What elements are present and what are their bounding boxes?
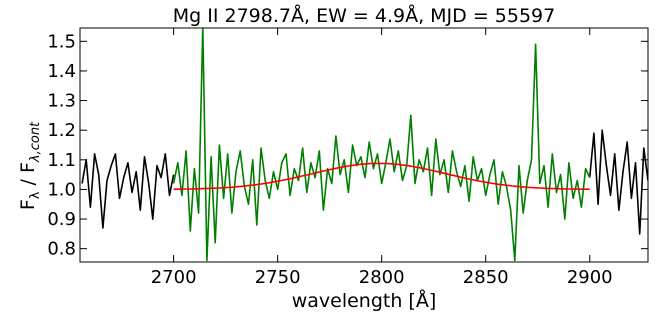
y-label-part-2: λ [28, 191, 43, 199]
x-axis-label: wavelength [Å] [292, 289, 437, 312]
x-tick-label-2800: 2800 [359, 267, 405, 288]
green-spectrum-line [172, 28, 591, 262]
y-tick-label-1.2: 1.2 [47, 120, 76, 141]
x-tick-label-2750: 2750 [255, 267, 301, 288]
data-marks [81, 28, 648, 262]
y-label-part-4: λ,cont [28, 121, 43, 163]
chart-title: Mg II 2798.7Å, EW = 4.9Å, MJD = 55597 [173, 4, 555, 27]
y-tick-label-1.1: 1.1 [47, 150, 76, 171]
y-tick-label-0.8: 0.8 [47, 239, 76, 260]
y-tick-label-1.3: 1.3 [47, 91, 76, 112]
x-tick-label-2850: 2850 [463, 267, 509, 288]
y-label-part-3: / F [17, 162, 39, 191]
svg-text:Fλ / Fλ,cont: Fλ / Fλ,cont [17, 121, 43, 210]
gaussian-fit-line [173, 162, 590, 191]
axis-ticks: 2700 2750 2800 2850 2900 0.8 0.9 1.0 1.1 1.2 1.3 1.… [47, 28, 648, 288]
x-tick-label-2700: 2700 [151, 267, 197, 288]
x-tick-label-2900: 2900 [567, 267, 613, 288]
y-label-part-1: F [17, 199, 39, 210]
black-spectrum-line-2 [588, 129, 648, 235]
y-tick-label-1.4: 1.4 [47, 61, 76, 82]
y-tick-label-0.9: 0.9 [47, 209, 76, 230]
y-tick-label-1: 1.0 [47, 179, 76, 200]
plot-frame [79, 27, 649, 263]
black-spectrum-line-1 [81, 153, 175, 229]
y-axis-label: Fλ / Fλ,cont [17, 121, 43, 210]
y-tick-label-1.5: 1.5 [47, 31, 76, 52]
